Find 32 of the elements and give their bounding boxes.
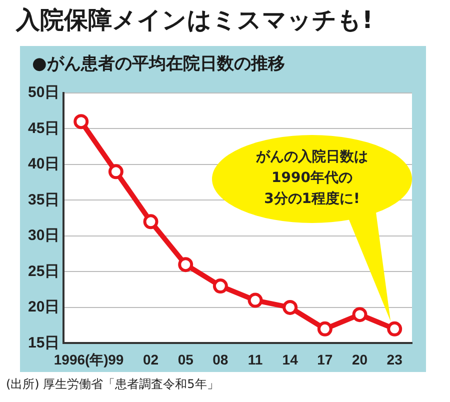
point <box>317 321 332 336</box>
y-tick-label: 30日 <box>28 227 60 244</box>
y-tick-label: 20日 <box>28 298 60 316</box>
y-tick-label: 45日 <box>28 120 60 137</box>
point <box>108 164 124 180</box>
point <box>282 300 298 315</box>
chart-subtitle: ●がん患者の平均在院日数の推移 <box>32 53 285 75</box>
annotation: がんの入院日数は 1990年代の 3分の1程度に! <box>255 148 369 209</box>
y-tick-label: 35日 <box>28 191 60 208</box>
point <box>387 321 402 336</box>
y-tick-label: 40日 <box>28 156 60 173</box>
point <box>212 278 228 294</box>
chart-title: 入院保障メインはミスマッチも! <box>16 5 373 36</box>
x-tick-label: 1996(年) <box>54 351 108 368</box>
y-tick-label: 50日 <box>28 84 60 102</box>
x-tick-label: 99 <box>108 351 124 368</box>
x-tick-label: 11 <box>248 351 263 368</box>
x-tick-label: 05 <box>178 351 194 368</box>
point <box>143 214 158 230</box>
point <box>248 292 263 308</box>
x-tick-label: 20 <box>352 351 368 368</box>
point <box>352 307 368 322</box>
point <box>74 114 89 130</box>
y-tick-label: 15日 <box>28 334 60 352</box>
x-tick-label: 17 <box>317 351 333 368</box>
point <box>178 257 194 272</box>
x-tick-label: 02 <box>142 351 159 368</box>
y-tick-label: 25日 <box>28 262 60 280</box>
text: (出所) 厚生労働省「患者調査令和5年」 <box>6 376 219 393</box>
x-tick-label: 14 <box>282 351 298 368</box>
x-tick-label: 23 <box>386 351 403 368</box>
x-tick-label: 08 <box>212 351 228 368</box>
